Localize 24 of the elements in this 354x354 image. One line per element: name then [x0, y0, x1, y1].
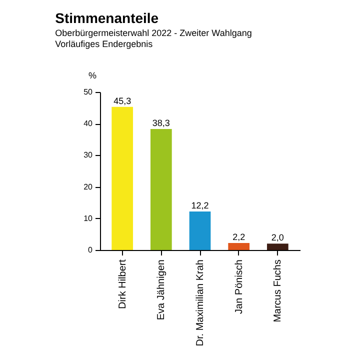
y-tick-label: 20 — [84, 182, 94, 192]
chart-title: Stimmenanteile — [55, 10, 159, 26]
x-tick-label: Marcus Fuchs — [272, 260, 284, 322]
bar — [266, 244, 288, 250]
y-tick-label: 50 — [84, 88, 94, 96]
data-label: 12,2 — [191, 200, 209, 210]
bar — [189, 211, 211, 250]
x-tick-label: Dirk Hilbert — [117, 259, 128, 309]
x-tick-label: Jan Pönisch — [234, 260, 245, 314]
bar — [112, 106, 134, 250]
data-label: 2,2 — [232, 232, 246, 242]
y-tick-label: 0 — [88, 246, 94, 254]
y-tick-label: 10 — [84, 214, 94, 223]
data-label: 2,0 — [271, 232, 284, 243]
y-tick-label: 40 — [84, 119, 94, 128]
x-tick-label: Eva Jähnigen — [156, 260, 168, 320]
x-tick-label: Dr. Maximilian Krah — [195, 260, 206, 346]
data-label: 38,3 — [152, 118, 170, 128]
bar — [150, 128, 172, 250]
data-label: 45,3 — [114, 96, 132, 106]
y-tick-label: 30 — [84, 150, 94, 160]
bar — [228, 243, 250, 250]
y-axis-title: % — [88, 70, 97, 80]
chart-subtitle: Oberbürgermeisterwahl 2022 - Zweiter Wahlgang Vorläufiges Endergebnis — [55, 28, 252, 49]
